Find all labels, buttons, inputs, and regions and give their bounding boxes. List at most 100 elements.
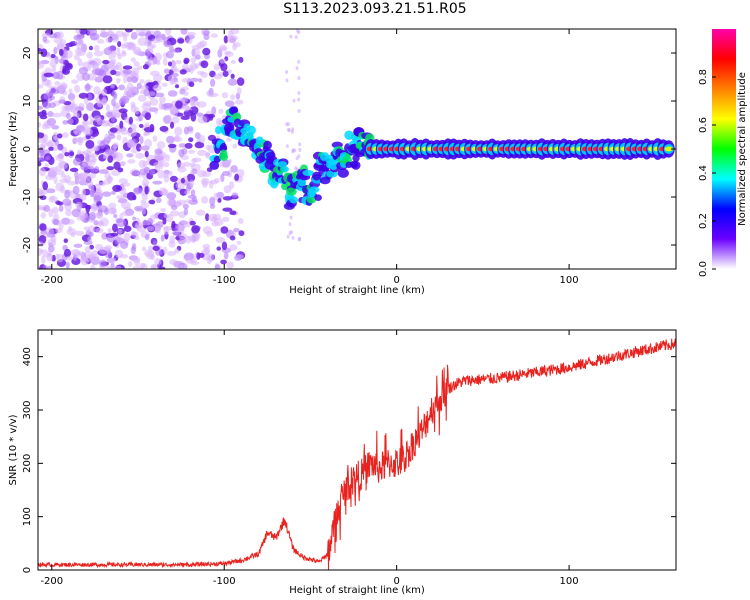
spectrogram-noise-blob	[182, 105, 190, 112]
spectrogram-noise-blob	[191, 44, 202, 50]
spectrogram-noise-blob	[58, 48, 64, 56]
spectrogram-noise-blob	[229, 244, 238, 251]
spectrogram-noise-blob	[224, 100, 235, 107]
spectrogram-noise-blob	[110, 84, 115, 89]
spectrogram-noise-blob	[205, 144, 211, 151]
spectrogram-noise-blob	[42, 265, 48, 269]
spectrogram-noise-blob	[87, 164, 92, 170]
spectrogram-y-ticks: -20 -10 0 10 20	[22, 47, 676, 253]
spectrogram-noise-blob	[159, 266, 166, 269]
spectrogram-noise-blob	[111, 36, 120, 43]
spectrogram-noise-blob	[286, 127, 290, 132]
spectrogram-noise-blob	[148, 91, 156, 97]
spectrogram-noise-blob	[110, 115, 116, 123]
spectrogram-noise-blob	[180, 115, 190, 121]
spectrogram-noise-blob	[146, 217, 154, 227]
spectrogram-noise-blob	[165, 50, 175, 59]
spectrogram-noise-blob	[178, 233, 188, 240]
spectrogram-noise-blob	[101, 88, 107, 97]
spectrogram-noise-blob	[49, 196, 55, 201]
spectrogram-noise-blob	[152, 135, 158, 142]
spectrogram-noise-blob	[107, 45, 117, 52]
spectrogram-noise-blob	[158, 187, 168, 196]
spectrogram-noise-blob	[179, 69, 187, 75]
spectrogram-noise-blob	[234, 173, 240, 182]
spectrogram-noise-blob	[105, 103, 110, 113]
spectrogram-noise-blob	[142, 64, 149, 70]
spectrogram-noise-blob	[168, 240, 176, 248]
spectrogram-signal-blob	[263, 140, 272, 150]
spectrogram-signal-blob	[281, 166, 289, 173]
spectrogram-noise-blob	[298, 147, 302, 152]
spectrogram-noise-blob	[58, 99, 67, 104]
spectrogram-noise-blob	[44, 155, 51, 161]
spectrogram-noise-blob	[65, 112, 71, 120]
spectrogram-noise-blob	[75, 173, 85, 183]
spectrogram-noise-blob	[38, 247, 44, 256]
spectrogram-noise-blob	[134, 49, 142, 56]
spectrogram-noise-blob	[200, 60, 209, 69]
spectrogram-noise-blob	[49, 59, 57, 68]
spectrogram-noise-blob	[169, 121, 175, 129]
spectrogram-noise-blob	[73, 243, 83, 248]
spectrogram-noise-blob	[144, 234, 150, 241]
spectrogram-signal-blob	[297, 178, 307, 187]
spectrogram-noise-blob	[65, 256, 74, 261]
snr-xtick-label: -100	[213, 576, 236, 587]
spectrogram-noise-blob	[134, 106, 140, 115]
spectrogram-noise-blob	[183, 91, 189, 96]
spectrogram-noise-blob	[130, 246, 136, 255]
spectrogram-noise-blob	[96, 220, 104, 226]
spectrogram-noise-blob	[93, 115, 102, 123]
spectrogram-noise-blob	[152, 74, 163, 82]
spectrogram-signal-blob	[277, 161, 288, 168]
spectrogram-noise-blob	[149, 168, 156, 176]
spectrogram-noise-blob	[129, 168, 140, 177]
spectrogram-noise-blob	[71, 79, 79, 84]
spectrogram-noise-blob	[68, 225, 73, 232]
spectrogram-noise-blob	[157, 169, 165, 179]
spectrogram-noise-blob	[181, 63, 190, 71]
spectrogram-noise-blob	[121, 32, 130, 37]
snr-ytick-label: 400	[22, 347, 33, 366]
spectrogram-noise-blob	[174, 126, 183, 136]
spectrogram-noise-blob	[297, 109, 301, 114]
colorbar-tick-label: 0.4	[698, 165, 709, 181]
spectrogram-noise-blob	[196, 112, 204, 117]
spectrogram-noise-blob	[143, 166, 151, 175]
spectrogram-noise-blob	[62, 120, 69, 125]
spectrogram-noise-blob	[192, 47, 201, 57]
colorbar-tick-label: 0.2	[698, 213, 709, 229]
spectrogram-plot-area	[38, 29, 675, 269]
spectrogram-noise-blob	[67, 118, 74, 125]
spectrogram-noise-blob	[52, 218, 60, 226]
spectrogram-noise-blob	[154, 258, 162, 266]
spectrogram-noise-blob	[138, 159, 146, 169]
colorbar: 0.0 0.2 0.4 0.6 0.8 Normalized spectral ampl…	[698, 29, 748, 277]
spectrogram-noise-blob	[169, 210, 180, 217]
spectrogram-noise-blob	[298, 142, 302, 147]
spectrogram-noise-blob	[162, 57, 168, 66]
spectrogram-noise-blob	[59, 161, 68, 170]
spectrogram-noise-blob	[175, 182, 185, 189]
spectrogram-noise-blob	[90, 172, 96, 179]
spectrogram-noise-blob	[128, 116, 134, 125]
spectrogram-noise-blob	[219, 58, 227, 64]
spectrogram-noise-blob	[85, 257, 96, 263]
spectrogram-noise-blob	[49, 95, 55, 101]
spectrogram-noise-blob	[188, 137, 194, 143]
spectrogram-noise-blob	[43, 92, 51, 100]
spectrogram-noise-blob	[218, 44, 228, 51]
spectrogram-noise-blob	[59, 82, 68, 90]
spectrogram-noise-blob	[189, 169, 198, 175]
spectrogram-noise-blob	[154, 153, 165, 162]
spectrogram-noise-blob	[96, 38, 105, 44]
spectrogram-noise-blob	[124, 116, 130, 123]
spectrogram-noise-blob	[182, 203, 189, 209]
spectrogram-noise-blob	[144, 122, 150, 128]
spectrogram-noise-blob	[152, 240, 158, 246]
spectrogram-noise-blob	[216, 191, 225, 199]
spectrogram-noise-blob	[65, 261, 70, 269]
spectrogram-noise-blob	[230, 230, 237, 238]
spectrogram-noise-blob	[99, 140, 106, 149]
